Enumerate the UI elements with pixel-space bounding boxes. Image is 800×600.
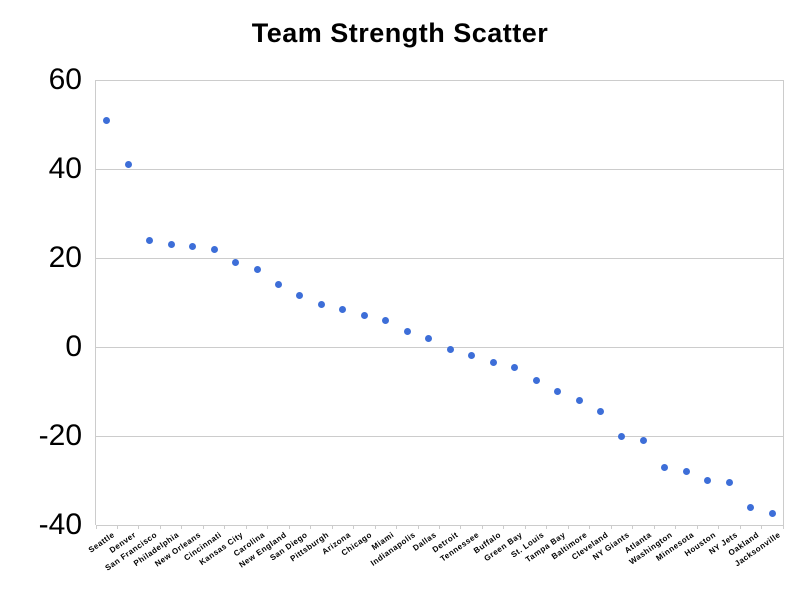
data-point [446,345,454,353]
x-axis-tick [739,525,741,529]
data-point [704,477,712,484]
data-point [725,479,733,487]
gridline [96,79,783,81]
y-axis-tick-label: 0 [65,330,82,363]
x-axis-tick [481,525,483,529]
data-point [403,327,411,335]
data-point [360,312,368,320]
chart-title: Team Strength Scatter [251,18,549,48]
x-axis-tick [567,525,569,529]
x-axis-tick [374,525,376,529]
data-point [597,408,605,416]
data-point [253,265,261,273]
x-axis-tick [138,525,140,529]
gridline [96,168,783,170]
x-axis-tick [439,525,440,529]
data-point [639,436,647,444]
data-point [554,388,562,395]
y-axis-tick-label: -40 [38,508,82,541]
x-axis-tick [546,525,548,529]
data-point [189,243,197,251]
gridline [96,346,783,348]
data-point [124,161,132,169]
data-point [768,510,776,518]
data-point [167,241,175,249]
data-point [210,245,218,253]
data-point [232,258,240,266]
plot-area [95,79,784,529]
data-point [146,236,154,244]
x-axis-tick [460,525,462,529]
data-point [468,352,476,360]
data-point [382,316,390,324]
x-axis-tick [417,525,419,529]
data-point [532,376,540,384]
data-point [103,116,111,124]
data-point [618,432,626,440]
x-axis-tick [503,525,505,529]
data-point [425,334,433,342]
gridline [96,257,783,259]
x-axis-tick [782,525,784,529]
x-axis-tick [653,525,655,529]
data-point [317,301,325,309]
x-axis-tick [331,525,333,529]
data-point [296,292,304,300]
data-point [747,503,755,511]
x-axis-tick [589,525,591,529]
y-axis-tick-label: 60 [48,63,82,96]
x-axis-tick [761,525,763,529]
x-axis-tick [159,525,161,529]
x-axis-tick [288,525,290,529]
data-point [511,363,519,371]
data-point [489,359,497,367]
data-point [575,396,583,404]
x-axis-tick [524,525,526,529]
x-axis-tick [353,525,355,529]
x-axis-tick [718,525,720,529]
data-point [661,463,669,471]
x-axis-tick [224,525,226,529]
x-axis-tick [610,525,612,529]
data-point [339,305,347,313]
y-axis-tick-label: -20 [38,419,82,452]
x-axis-tick [267,525,269,529]
x-axis-tick [310,525,312,529]
gridline [96,435,783,437]
x-axis-tick [245,525,247,529]
x-axis-tick [116,525,118,529]
x-axis-tick [696,525,698,529]
x-axis-tick [95,525,97,529]
x-axis-tick [632,525,634,529]
x-axis-tick [675,525,677,529]
y-axis-tick-label: 20 [48,241,82,274]
x-axis-tick [202,525,204,529]
x-axis-tick [396,525,398,529]
x-axis-tick [181,525,183,529]
data-point [274,281,282,289]
y-axis-tick-label: 40 [48,152,82,185]
data-point [682,468,690,476]
